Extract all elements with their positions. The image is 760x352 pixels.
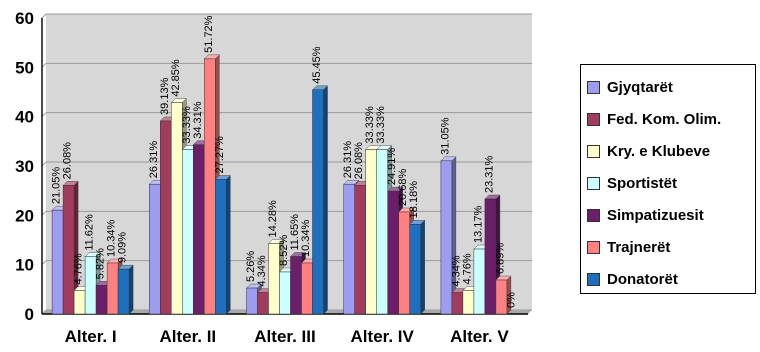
data-label-2-6: 51.72% <box>203 15 215 53</box>
y-tick-label: 10 <box>15 256 34 275</box>
data-label-2-7: 27.27% <box>214 136 226 174</box>
y-tick-label: 20 <box>15 206 34 225</box>
legend-label: Sportistët <box>607 174 678 192</box>
data-label-1-2: 26.08% <box>62 142 74 180</box>
data-label-3-4: 8.52% <box>278 235 290 266</box>
data-label-5-7: 0% <box>505 292 517 308</box>
data-label-1-4: 11.62% <box>84 214 96 251</box>
legend-label: Fed. Kom. Olim. <box>607 110 722 128</box>
data-label-2-4: 33.33% <box>181 106 193 144</box>
legend: Gjyqtarët Fed. Kom. Olim. Kry. e Klubeve Sp… <box>580 64 756 294</box>
bar-4-7 <box>409 219 426 315</box>
data-label-3-2: 4.34% <box>256 255 268 286</box>
data-label-5-4: 13.17% <box>472 206 484 244</box>
data-label-2-1: 26.31% <box>148 141 160 179</box>
legend-item: Sportistët <box>581 167 755 199</box>
legend-swatch <box>587 176 600 190</box>
legend-swatch <box>587 144 600 158</box>
x-tick-label: Alter. III <box>254 327 315 346</box>
bar-5-6 <box>495 275 512 315</box>
legend-label: Kry. e Klubeve <box>607 142 711 160</box>
data-label-3-7: 45.45% <box>311 46 323 84</box>
data-label-2-5: 34.31% <box>192 101 204 139</box>
gridline-side <box>41 13 47 19</box>
legend-swatch <box>587 80 600 94</box>
legend-item: Donatorët <box>581 263 755 295</box>
legend-label: Simpatizuesit <box>607 206 704 224</box>
data-label-5-1: 31.05% <box>439 117 451 155</box>
data-label-3-6: 10.34% <box>300 219 312 257</box>
data-label-3-1: 5.26% <box>245 251 257 282</box>
data-label-4-2: 26.08% <box>353 142 365 180</box>
bar-1-2 <box>62 180 79 315</box>
legend-item: Simpatizuesit <box>581 199 755 231</box>
bar-3-7 <box>312 85 328 315</box>
data-label-1-1: 21.05% <box>51 167 63 205</box>
bar-5-1 <box>440 156 457 315</box>
y-tick-label: 60 <box>15 9 34 28</box>
y-tick-label: 50 <box>15 58 34 77</box>
data-label-3-3: 14.28% <box>267 200 279 238</box>
data-label-2-2: 39.13% <box>159 77 171 115</box>
y-tick-label: 30 <box>15 157 34 176</box>
legend-label: Donatorët <box>607 270 678 288</box>
data-label-1-7: 9.09% <box>117 232 129 263</box>
legend-swatch <box>587 272 600 286</box>
data-label-3-5: 11.65% <box>289 214 301 251</box>
legend-label: Trajnerët <box>607 238 671 256</box>
data-label-1-5: 5.82% <box>95 248 107 279</box>
legend-item: Trajnerët <box>581 231 755 263</box>
legend-swatch <box>587 240 600 254</box>
data-label-5-6: 6.89% <box>494 243 506 274</box>
legend-swatch <box>587 208 600 222</box>
data-label-1-6: 10.34% <box>106 219 118 257</box>
data-label-4-3: 33.33% <box>364 106 376 144</box>
bar-1-7 <box>117 264 134 315</box>
data-label-5-3: 4.76% <box>461 253 473 284</box>
y-tick-label: 0 <box>25 305 34 324</box>
x-tick-label: Alter. II <box>159 327 216 346</box>
data-label-5-2: 4.34% <box>450 255 462 286</box>
data-label-4-7: 18.18% <box>408 181 420 219</box>
x-tick-label: Alter. I <box>65 327 117 346</box>
bar-2-7 <box>214 174 231 315</box>
data-label-4-6: 20.68% <box>397 168 409 206</box>
legend-item: Gjyqtarët <box>581 71 755 103</box>
legend-label: Gjyqtarët <box>607 78 673 96</box>
legend-item: Fed. Kom. Olim. <box>581 103 755 135</box>
y-tick-label: 40 <box>15 108 34 127</box>
legend-item: Kry. e Klubeve <box>581 135 755 167</box>
legend-swatch <box>587 112 600 126</box>
data-label-1-3: 4.76% <box>73 253 85 284</box>
data-label-4-5: 24.91% <box>386 148 398 186</box>
data-label-4-1: 26.31% <box>342 141 354 179</box>
x-tick-label: Alter. V <box>450 327 509 346</box>
data-label-2-3: 42.85% <box>170 59 182 97</box>
data-label-5-5: 23.31% <box>483 155 495 193</box>
data-label-4-4: 33.33% <box>375 106 387 144</box>
x-tick-label: Alter. IV <box>351 327 415 346</box>
